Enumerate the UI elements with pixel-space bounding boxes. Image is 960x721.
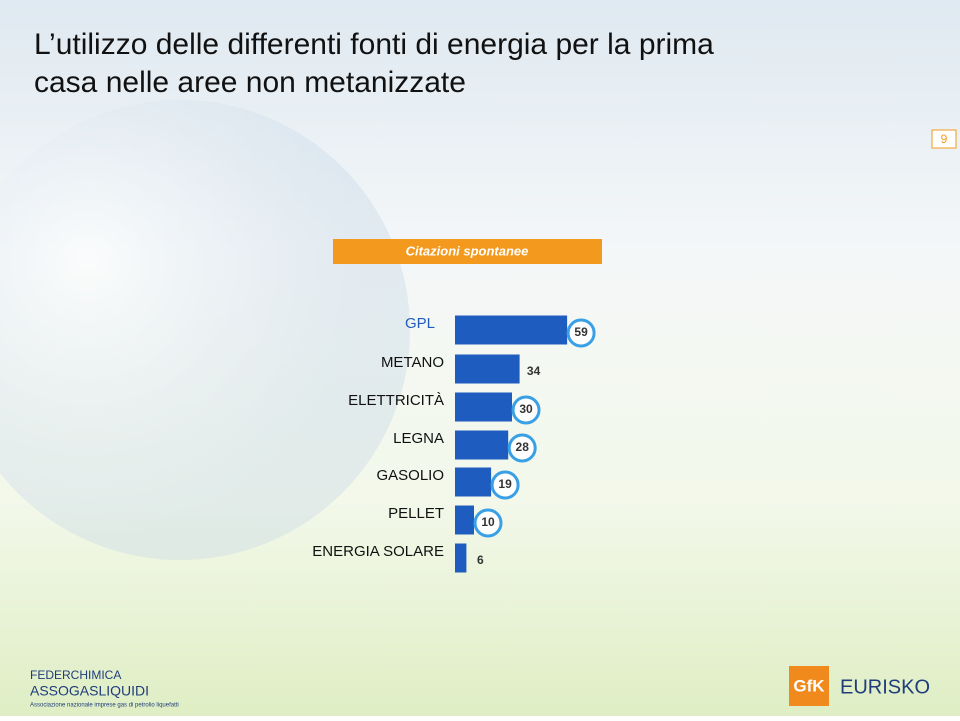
category-label: PELLET [388,505,444,522]
chart: GPL 59 METANO 34 ELETTRICITÀ 30 LEGNA 28 GASOLIO… [312,315,596,573]
highlight-circle [566,318,596,348]
right-brand: EURISKO [840,676,930,698]
value-label: 30 [519,402,533,416]
bar [455,392,512,422]
value-label: 19 [498,477,512,491]
category-label: GPL [405,315,435,332]
value-label: 6 [477,553,484,567]
category-label: ENERGIA SOLARE [312,543,444,560]
bar [455,354,520,384]
title-line: L’utilizzo delle differenti fonti di ene… [34,28,714,99]
category-label: LEGNA [393,430,444,447]
value-label: 28 [516,440,530,454]
category-label: ELETTRICITÀ [348,392,444,409]
left-caption: Associazione nazionale imprese gas di pe… [30,703,179,709]
category-label: GASOLIO [376,467,444,484]
highlight-circle [511,395,541,425]
left-logo: FEDERCHIMICA [30,668,121,682]
bar [455,315,568,345]
subtitle-box [333,239,602,264]
bar [455,505,474,535]
highlight-circle [507,433,537,463]
globe-decoration [0,100,410,560]
left-brand: ASSOGASLIQUIDI [30,683,149,699]
chart-subtitle: Citazioni spontanee [406,243,529,258]
right-logo: GfK [793,676,825,695]
page-number: 9 [941,132,948,146]
value-label: 10 [481,515,495,529]
bar [455,430,509,460]
bar [455,467,492,497]
highlight-circle [473,508,503,538]
page-number-box [931,129,957,149]
highlight-circle [490,470,520,500]
value-label: 34 [527,364,541,378]
right-logo-box [789,666,829,706]
category-label: METANO [381,354,444,371]
bar [455,543,467,573]
value-label: 59 [574,325,588,339]
